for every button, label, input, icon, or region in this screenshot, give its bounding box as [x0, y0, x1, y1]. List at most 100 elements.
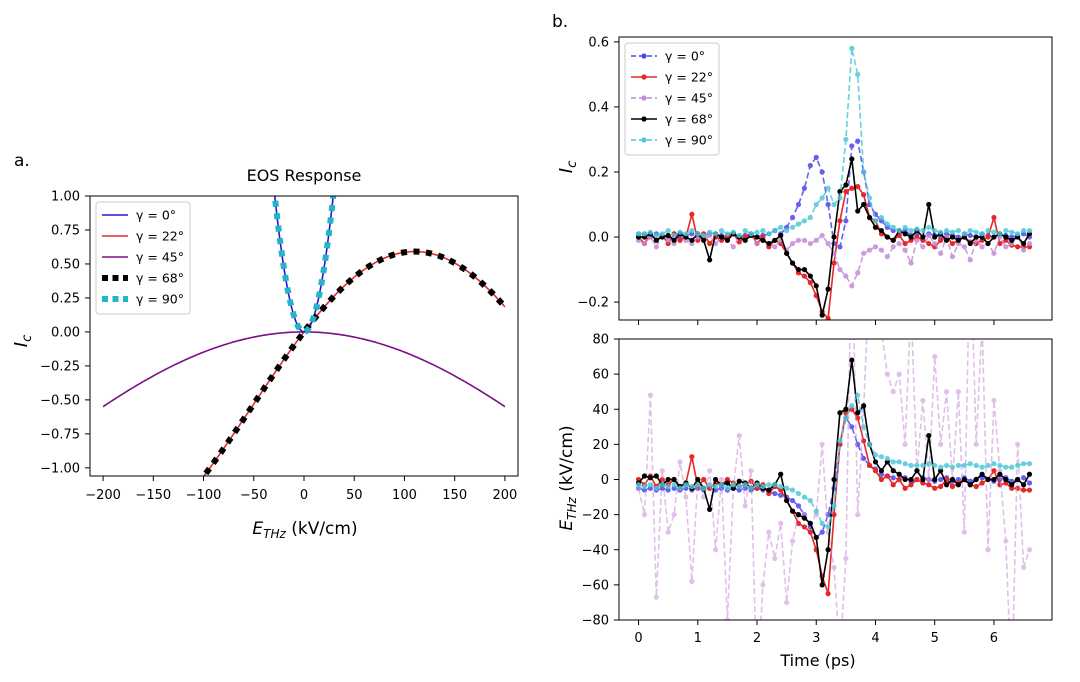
b-data-point: [855, 138, 861, 144]
b-data-point: [967, 227, 973, 234]
b-data-point: [849, 143, 855, 149]
panel-b-xlabel: Time (ps): [779, 651, 855, 670]
b-data-point: [1015, 476, 1021, 483]
b-data-point: [997, 471, 1003, 477]
b-data-point: [807, 214, 813, 221]
b-data-point: [973, 483, 979, 490]
a-xtick-label: 0: [300, 488, 308, 503]
b-data-point: [819, 195, 825, 201]
b-data-point: [671, 237, 677, 243]
b-data-point: [730, 244, 736, 250]
b-data-point: [961, 231, 967, 237]
b-data-point: [647, 392, 653, 398]
b-data-point: [813, 237, 819, 243]
panel-a-ylabel: Ic: [11, 335, 35, 347]
b-ytick-label: 80: [592, 333, 609, 348]
b-data-point: [795, 201, 802, 208]
b-data-point: [932, 234, 938, 240]
b-data-point: [955, 389, 962, 395]
b-data-point: [938, 483, 944, 490]
b-data-point: [896, 240, 902, 247]
b-series-line: [637, 339, 1031, 620]
a-xtick-label: −150: [135, 488, 171, 503]
a-legend-label: γ = 45°: [136, 250, 184, 265]
b-data-point: [701, 476, 707, 483]
b-data-point: [979, 244, 985, 250]
b-data-point: [949, 253, 956, 260]
b-data-point: [718, 227, 725, 234]
b-data-point: [908, 227, 914, 234]
panel-b-bottom-plot: 0 1 2 3 4 5 6 −80 −60 −40 −20 0 20 40 60 80: [582, 266, 1053, 646]
b-data-point: [772, 555, 778, 562]
b-data-point: [795, 503, 802, 509]
b-xtick-label: 2: [753, 631, 761, 646]
b-data-point: [955, 227, 962, 234]
b-data-point: [772, 237, 778, 243]
b-data-point: [736, 432, 742, 439]
b-data-point: [819, 232, 825, 239]
b-data-point: [659, 468, 665, 474]
b-xtick-label: 5: [931, 631, 939, 646]
b-data-point: [819, 169, 825, 175]
a-ytick-label: −0.75: [40, 427, 80, 442]
b-data-point: [831, 503, 837, 509]
b-data-point: [677, 237, 683, 243]
a-ytick-label: 0.25: [51, 291, 80, 306]
b-data-point: [795, 266, 802, 273]
b-data-point: [902, 247, 908, 253]
b-ytick-label: 0.6: [588, 35, 609, 50]
b-data-point: [890, 468, 896, 474]
b-data-point: [843, 406, 849, 412]
b-data-point: [902, 240, 908, 247]
b-ytick-label: −0.2: [577, 296, 609, 311]
b-data-point: [879, 328, 884, 333]
b-data-point: [1020, 240, 1027, 247]
b-data-point: [772, 490, 778, 497]
b-data-point: [641, 240, 648, 247]
b-data-point: [831, 564, 837, 570]
a-legend-box: [95, 201, 191, 315]
b-data-point: [991, 234, 997, 240]
b-data-point: [801, 218, 808, 224]
b-data-point: [920, 397, 926, 404]
b-data-point: [914, 462, 920, 469]
b-data-point: [748, 485, 754, 491]
b-data-point: [867, 266, 872, 271]
b-data-point: [825, 524, 831, 530]
b-data-point: [635, 231, 642, 237]
b-data-point: [813, 534, 819, 541]
b-data-point: [766, 231, 772, 237]
b-data-point: [932, 227, 938, 234]
b-data-point: [914, 468, 920, 474]
b-data-point: [973, 441, 979, 447]
b-data-point: [884, 473, 890, 479]
a-series-line: [273, 196, 335, 333]
b-data-point: [1015, 441, 1021, 447]
b-data-point: [973, 234, 979, 240]
b-data-point: [961, 529, 967, 535]
b-data-point: [707, 257, 713, 263]
b-data-point: [724, 485, 731, 491]
b-data-point: [671, 232, 677, 239]
b-data-point: [748, 231, 754, 237]
b-data-point: [665, 529, 671, 535]
b-data-point: [712, 231, 719, 237]
b-data-point: [653, 473, 659, 479]
b-data-point: [967, 240, 973, 247]
b-data-point: [973, 476, 979, 483]
b-data-point: [653, 232, 659, 239]
b-data-point: [1009, 229, 1015, 235]
b-data-point: [896, 371, 902, 377]
b-data-point: [635, 482, 642, 488]
b-data-point: [949, 464, 956, 470]
b-data-point: [943, 462, 950, 469]
a-xtick-label: −100: [186, 488, 222, 503]
b-xtick-label: 4: [871, 631, 879, 646]
b-data-point: [766, 487, 772, 493]
b-ytick-label: 0.2: [588, 165, 609, 180]
b-data-point: [849, 357, 855, 363]
b-data-point: [884, 371, 890, 377]
b-data-point: [754, 482, 760, 488]
b-data-point: [718, 234, 725, 240]
b-data-point: [807, 529, 813, 535]
